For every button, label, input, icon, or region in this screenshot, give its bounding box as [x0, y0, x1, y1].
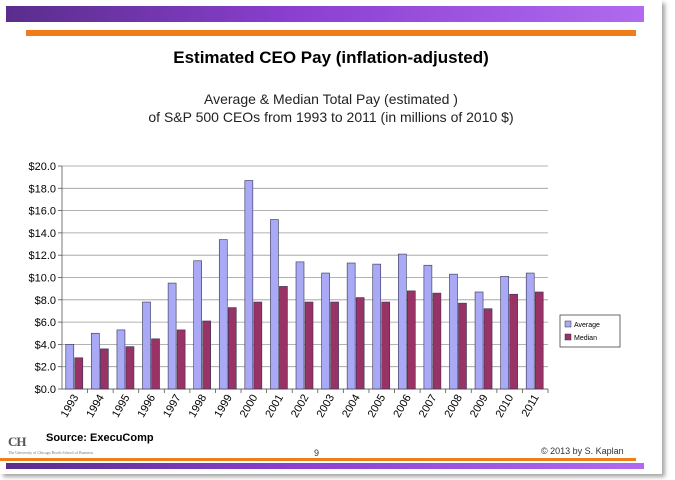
y-tick-label: $20.0 [28, 161, 56, 173]
source-note: Source: ExecuComp [46, 432, 154, 444]
average-bar [372, 263, 382, 390]
median-bar [227, 307, 237, 390]
legend-swatch-median [564, 333, 572, 341]
average-bar [321, 272, 330, 390]
y-tick-label: $14.0 [28, 228, 56, 240]
median-bar [74, 357, 84, 390]
y-tick-label: $12.0 [28, 250, 56, 262]
x-tick-label: 2002 [289, 393, 312, 420]
chart-title-line-1: Average & Median Total Pay (estimated ) [204, 91, 458, 107]
top-purple-band [6, 6, 644, 22]
average-bar [142, 301, 151, 390]
legend-label-median: Median [574, 335, 597, 342]
average-bar [65, 344, 75, 390]
median-bar [202, 320, 211, 390]
y-tick-label: $18.0 [28, 183, 56, 195]
legend-label-average: Average [574, 322, 600, 329]
x-tick-label: 1997 [161, 393, 184, 420]
average-bar [244, 180, 254, 390]
average-bar [116, 329, 126, 390]
average-bar [91, 332, 100, 390]
average-bar [295, 261, 305, 390]
x-tick-label: 2006 [391, 393, 414, 420]
footer-orange-bar [0, 458, 636, 461]
legend-box [559, 314, 621, 348]
bar-chart: $0.0 $2.0 $4.0 $6.0 $8.0 $10.0 $12.0 $14.0 $16.0… [28, 161, 621, 420]
x-tick-label: 1996 [135, 393, 158, 420]
y-tick-label: $8.0 [35, 295, 56, 307]
logo-mark: CH [8, 434, 27, 449]
average-bar [398, 253, 407, 390]
x-tick-label: 1995 [110, 393, 133, 420]
median-bar [381, 301, 391, 390]
chart-title: Average & Median Total Pay (estimated ) … [0, 90, 662, 126]
y-tick-label: $0.0 [35, 384, 56, 396]
chart-title-line-2: of S&P 500 CEOs from 1993 to 2011 (in mi… [148, 109, 514, 125]
x-tick-label: 2000 [238, 393, 261, 420]
median-bar [176, 329, 186, 390]
x-tick-label: 1998 [187, 393, 210, 420]
median-bar [355, 297, 365, 390]
slide: Estimated CEO Pay (inflation-adjusted) A… [0, 6, 662, 469]
x-tick-label: 2010 [494, 393, 517, 420]
x-tick-label: 2001 [263, 393, 286, 420]
copyright-note: © 2013 by S. Kaplan [541, 446, 624, 456]
average-bar [270, 219, 279, 390]
median-bar [100, 348, 109, 390]
slide-title: Estimated CEO Pay (inflation-adjusted) [173, 48, 489, 67]
median-bar [304, 301, 314, 390]
x-tick-label: 1999 [212, 393, 235, 420]
x-tick-label: 2009 [468, 392, 491, 419]
x-tick-label: 2011 [520, 393, 542, 419]
x-tick-label: 2007 [417, 393, 440, 420]
median-bar [151, 338, 160, 390]
median-bar [330, 301, 339, 390]
median-bar [483, 308, 493, 390]
x-tick-label: 2003 [315, 393, 338, 420]
average-bar [500, 276, 509, 390]
x-tick-label: 2008 [442, 393, 465, 420]
footer-purple-band [6, 463, 644, 469]
x-tick-label: 2005 [366, 393, 389, 420]
median-bar [534, 291, 544, 390]
average-bar [474, 291, 484, 390]
title-underline-bar [26, 30, 636, 36]
y-tick-label: $16.0 [28, 206, 56, 218]
average-bar [525, 272, 535, 390]
booth-logo: CH The University of Chicago Booth Schoo… [8, 434, 118, 456]
x-tick-label: 1993 [59, 393, 82, 420]
x-tick-label: 1994 [84, 393, 107, 420]
median-bar [125, 346, 135, 390]
median-bar [253, 301, 263, 390]
x-tick-label: 2004 [340, 393, 363, 420]
median-bar [432, 292, 442, 390]
logo-subtext: The University of Chicago Booth School o… [8, 450, 94, 455]
page-number: 9 [314, 448, 320, 458]
median-bar [407, 290, 416, 390]
y-tick-label: $10.0 [28, 273, 56, 285]
median-bar [509, 293, 518, 390]
y-tick-label: $2.0 [35, 362, 56, 374]
average-bar [449, 273, 458, 390]
median-bar [279, 286, 288, 390]
y-tick-label: $6.0 [35, 317, 56, 329]
median-bar [458, 302, 467, 390]
average-bar [167, 282, 177, 390]
average-bar [423, 264, 433, 390]
average-bar [193, 260, 202, 390]
average-bar [346, 262, 356, 390]
legend-swatch-average [564, 320, 572, 328]
average-bar [218, 239, 228, 390]
y-tick-label: $4.0 [35, 339, 56, 351]
